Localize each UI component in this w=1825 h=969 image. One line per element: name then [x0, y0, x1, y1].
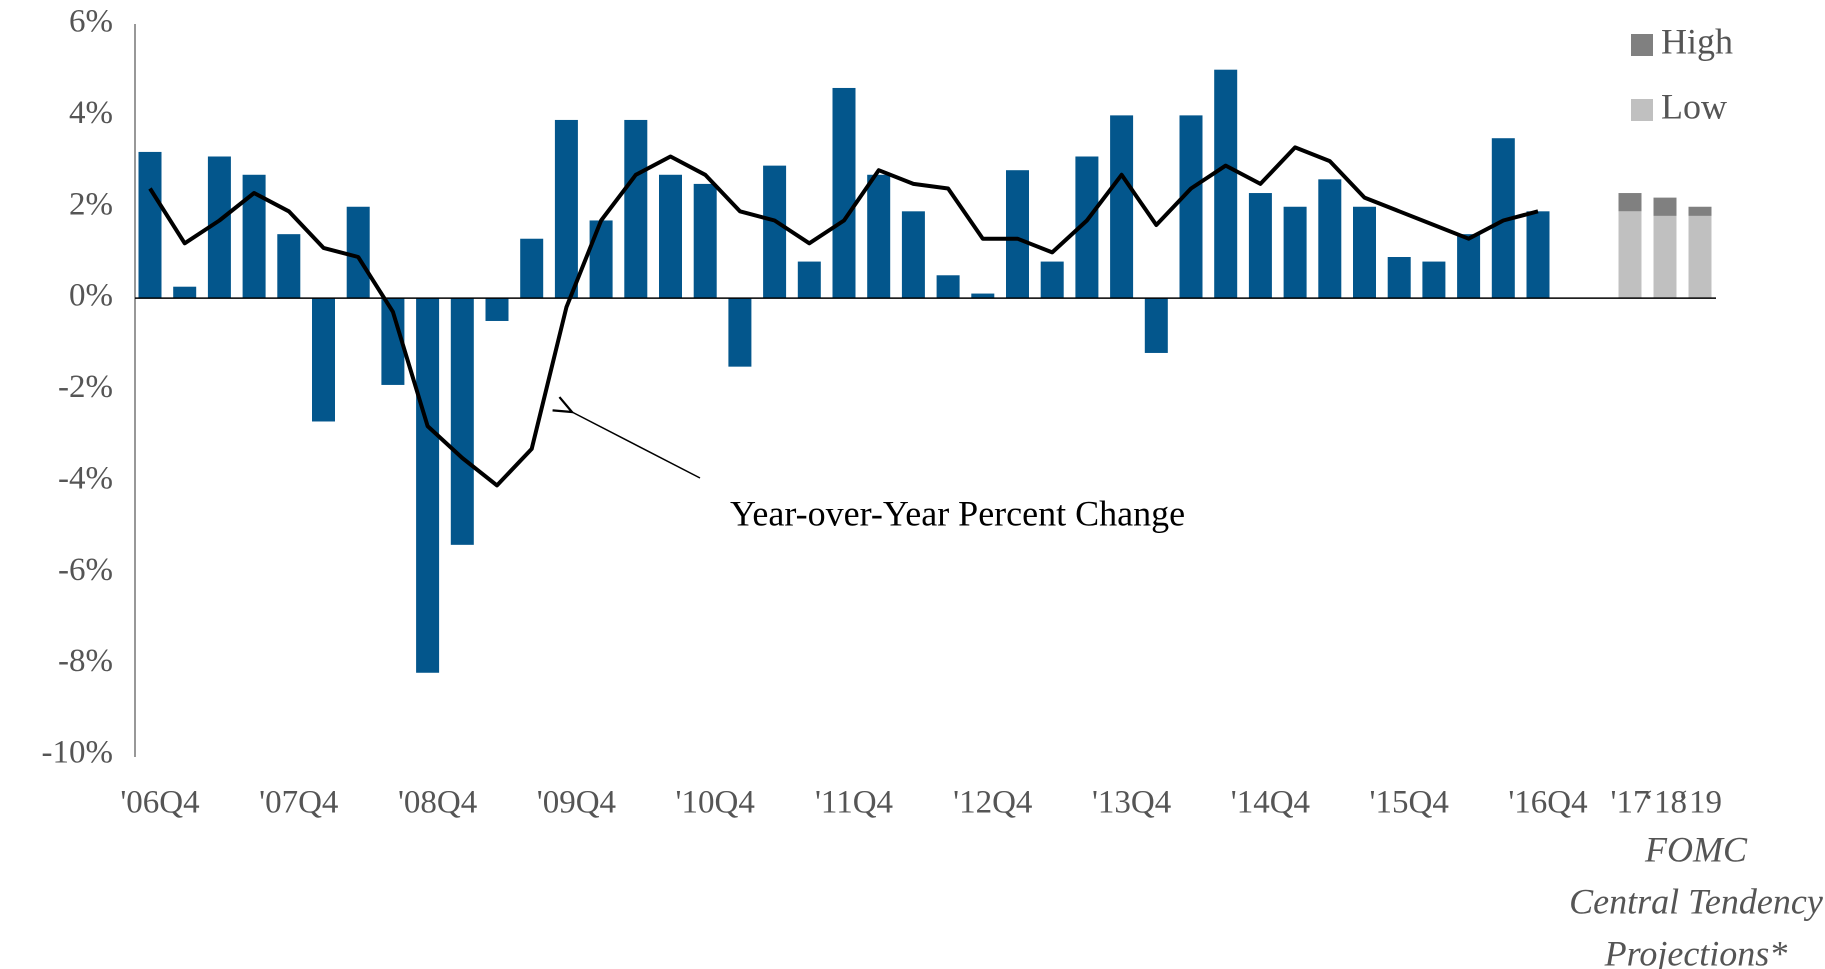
bar [381, 298, 405, 385]
bar [1110, 115, 1134, 299]
x-tick-label: ‘19 [1678, 785, 1722, 821]
bar [1491, 138, 1515, 299]
bar [1422, 261, 1446, 299]
bar [485, 298, 509, 321]
x-tick-label: '12Q4 [953, 785, 1032, 821]
bar [207, 156, 231, 299]
yoy-line [148, 145, 1539, 488]
bar [797, 261, 821, 299]
annotation: Year-over-Year Percent Change [730, 493, 1185, 533]
bar [1526, 211, 1550, 299]
bar [1144, 298, 1168, 353]
x-tick-label: '14Q4 [1231, 785, 1310, 821]
bar [1006, 170, 1029, 299]
projection-bar [1653, 197, 1677, 216]
bar [971, 293, 995, 299]
bar [728, 298, 752, 367]
bar [520, 238, 544, 299]
projection-bar [1653, 215, 1677, 299]
bar [659, 174, 682, 299]
y-tick-label: 6% [69, 4, 113, 40]
bar [763, 165, 787, 299]
y-tick-label: 0% [69, 278, 113, 314]
bar [901, 211, 925, 299]
legend-swatch [1631, 99, 1653, 121]
bar [693, 183, 717, 299]
bar [450, 298, 474, 545]
bar [1318, 179, 1342, 299]
x-tick-label: '10Q4 [676, 785, 755, 821]
bar [936, 275, 960, 299]
bar [1387, 257, 1411, 299]
x-tick-label: '17 [1611, 785, 1650, 821]
x-tick-label: ‘18 [1643, 785, 1687, 821]
projection-caption: Projections* [1604, 933, 1788, 969]
bar [1214, 69, 1238, 299]
x-tick-label: '13Q4 [1092, 785, 1171, 821]
bar [1283, 206, 1307, 299]
projection-bar [1618, 211, 1642, 299]
bar [624, 119, 648, 299]
bar [1075, 156, 1099, 299]
x-tick-label: '15Q4 [1370, 785, 1449, 821]
bar [1040, 261, 1064, 299]
y-tick-label: -6% [58, 552, 113, 588]
y-tick-label: -10% [42, 735, 113, 771]
x-tick-label: '06Q4 [120, 785, 199, 821]
bar [1248, 193, 1272, 299]
projection-caption: Central Tendency [1569, 881, 1823, 921]
y-tick-label: -2% [58, 369, 113, 405]
bar [242, 174, 266, 299]
bar [277, 234, 301, 299]
y-tick-label: 4% [69, 95, 113, 131]
bar [589, 220, 613, 299]
annotation-arrow [572, 412, 701, 479]
projection-bar [1688, 206, 1712, 216]
legend-label: High [1661, 21, 1733, 61]
bar [554, 119, 578, 299]
legend-swatch [1631, 34, 1653, 56]
legend-label: Low [1661, 86, 1727, 126]
projection-bar [1618, 193, 1642, 212]
y-tick-label: -4% [58, 460, 113, 496]
bar [416, 298, 440, 673]
projection-caption: FOMC [1644, 829, 1748, 869]
bar [138, 151, 162, 299]
x-tick-label: '16Q4 [1508, 785, 1587, 821]
x-tick-label: '08Q4 [398, 785, 477, 821]
bar [1353, 206, 1376, 299]
bar [173, 286, 197, 299]
x-tick-label: '09Q4 [537, 785, 616, 821]
bar [832, 87, 856, 299]
bar [1179, 115, 1203, 299]
bar [867, 174, 891, 299]
bar [312, 298, 335, 422]
y-tick-label: 2% [69, 186, 113, 222]
x-tick-label: '11Q4 [815, 785, 893, 821]
bar [1457, 234, 1481, 299]
bar [346, 206, 370, 299]
x-tick-label: '07Q4 [259, 785, 338, 821]
projection-bar [1688, 215, 1712, 299]
y-tick-label: -8% [58, 643, 113, 679]
